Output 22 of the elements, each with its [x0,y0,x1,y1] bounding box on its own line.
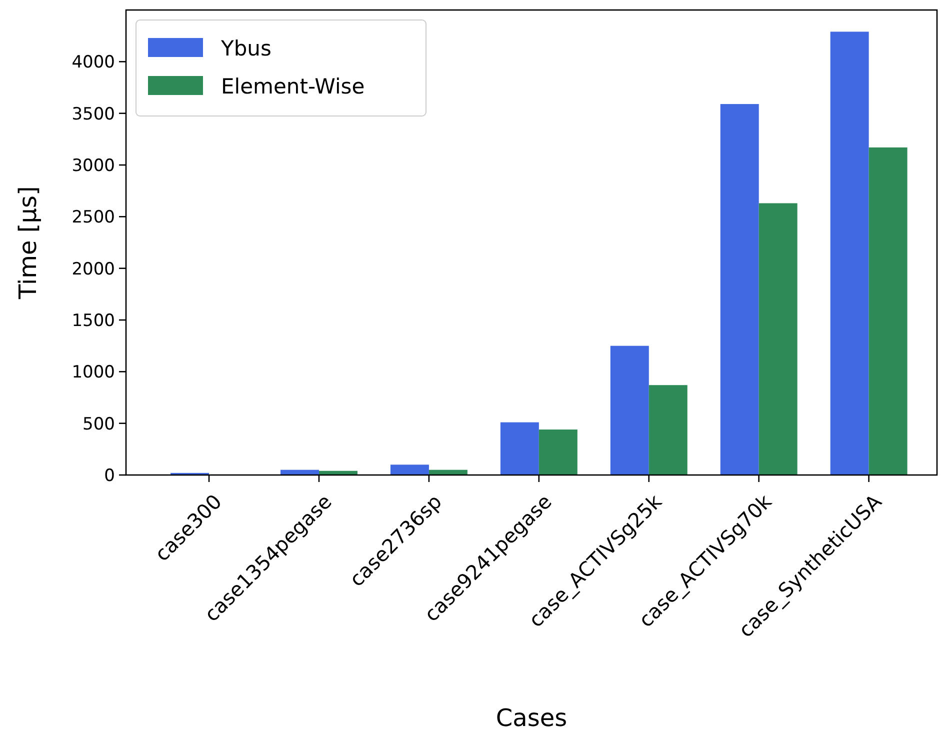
y-tick-label: 500 [82,414,115,434]
legend-label: Element-Wise [221,74,365,98]
bar [830,32,869,475]
bar [390,464,429,475]
y-tick-label: 3000 [72,156,115,176]
bar [758,203,798,475]
bar [610,346,649,475]
bar [720,104,759,475]
y-tick-label: 1000 [72,362,115,383]
bar [500,422,539,475]
x-axis-title: Cases [496,704,568,732]
y-tick-label: 4000 [72,52,115,73]
y-tick-label: 1500 [72,310,115,331]
y-tick-label: 3500 [72,104,115,124]
legend-label: Ybus [220,36,272,60]
bar [868,147,908,475]
y-tick-label: 2500 [72,208,115,228]
y-tick-label: 0 [104,466,115,486]
bar [648,385,688,475]
bar [538,430,578,475]
y-tick-label: 2000 [72,259,115,280]
y-axis-title: Time [μs] [14,186,42,300]
